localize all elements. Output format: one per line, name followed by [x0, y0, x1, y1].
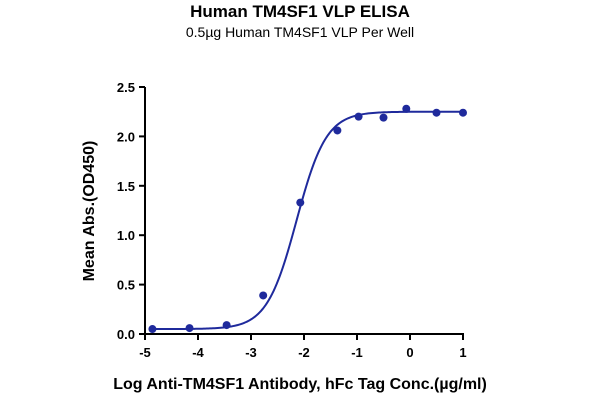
- y-tick-label: 1.0: [117, 228, 135, 243]
- x-tick-label: -3: [245, 345, 257, 360]
- x-tick-label: 0: [406, 345, 413, 360]
- data-point: [459, 108, 467, 117]
- axes: [144, 87, 464, 335]
- data-point: [222, 321, 231, 330]
- x-tick-label: 1: [459, 345, 466, 360]
- y-tick-label: 2.0: [117, 129, 135, 144]
- data-point: [402, 104, 411, 113]
- x-axis-label: Log Anti-TM4SF1 Antibody, hFc Tag Conc.(…: [113, 376, 487, 393]
- data-point: [185, 324, 194, 333]
- data-point: [259, 291, 268, 300]
- x-tick-label: -2: [298, 345, 310, 360]
- y-tick-label: 1.5: [117, 179, 135, 194]
- data-point: [333, 126, 342, 135]
- fit-curve: [152, 110, 463, 331]
- data-point: [296, 198, 305, 207]
- y-tick-label: 2.5: [117, 80, 135, 95]
- x-ticks: -5 -4 -3 -2 -1 0 1: [139, 334, 467, 360]
- x-tick-label: -5: [139, 345, 151, 360]
- x-tick-label: -4: [192, 345, 204, 360]
- y-tick-label: 0.5: [117, 278, 135, 293]
- data-point: [354, 112, 363, 121]
- y-ticks: 0.0 0.5 1.0 1.5 2.0 2.5: [117, 80, 145, 342]
- data-point: [432, 108, 441, 117]
- x-tick-label: -1: [351, 345, 363, 360]
- data-point: [148, 325, 157, 334]
- y-axis-label: Mean Abs.(OD450): [81, 140, 98, 282]
- data-point: [379, 113, 388, 122]
- chart-subtitle: 0.5µg Human TM4SF1 VLP Per Well: [185, 24, 415, 40]
- y-tick-label: 0.0: [117, 327, 135, 342]
- data-points: [148, 104, 467, 334]
- chart-title: Human TM4SF1 VLP ELISA: [190, 2, 410, 21]
